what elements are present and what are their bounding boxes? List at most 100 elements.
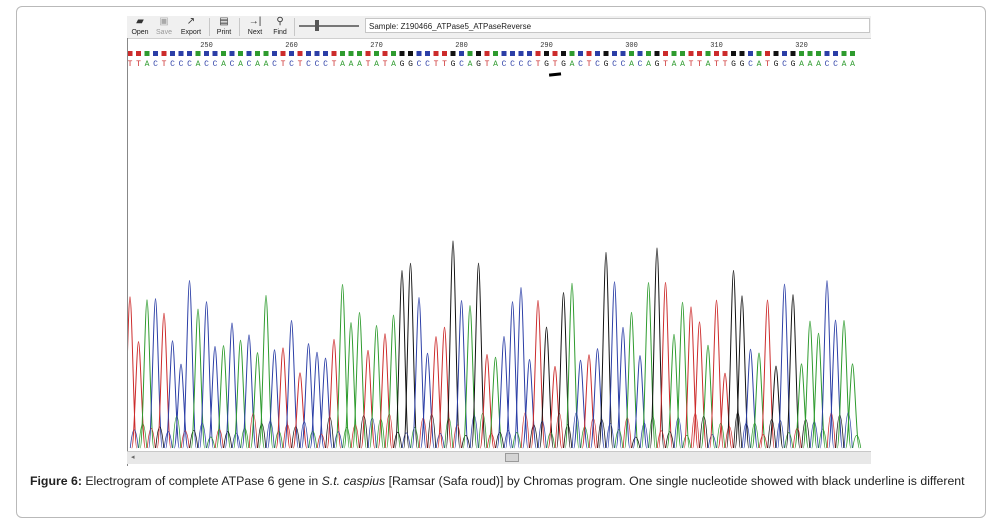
base-quality-mark [663,51,668,56]
save-label: Save [156,29,172,36]
trace-peak [811,332,826,449]
trace-minor-peak [240,427,250,449]
trace-peak [530,299,546,449]
trace-minor-peak [138,423,148,449]
base-quality-mark [765,51,770,56]
trace-left-border [127,38,128,466]
trace-minor-peak [231,432,241,449]
base-call: T [485,60,490,69]
trace-minor-peak [614,429,624,449]
trace-minor-peak [197,423,207,449]
base-quality-mark [671,51,677,56]
position-number: 300 [625,42,638,50]
base-call: C [825,60,830,69]
trace-peak [564,282,580,449]
trace-minor-peak [563,424,573,449]
base-quality-mark [705,51,711,56]
base-call: T [162,60,167,69]
base-call: A [799,60,804,69]
base-quality-mark [127,51,133,56]
trace-peak [326,338,342,449]
print-label: Print [216,29,232,36]
trace-minor-peak [597,419,607,449]
base-quality-mark [637,51,643,56]
scrollbar-thumb[interactable] [505,453,519,462]
base-call: A [570,60,575,69]
base-call: C [425,60,430,69]
zoom-slider-thumb[interactable] [315,20,319,31]
base-call: C [323,60,328,69]
trace-peak [717,372,733,449]
trace-minor-peak [342,427,352,449]
binoculars-icon: ⚲ [276,16,284,27]
next-button[interactable]: →| Next [244,16,266,38]
trace-minor-peak [639,422,649,449]
position-number: 270 [370,42,383,50]
trace-peak [471,262,486,449]
base-call: C [204,60,209,69]
base-call: T [128,60,133,69]
base-call: C [595,60,600,69]
base-quality-mark [552,51,558,56]
base-quality-mark [255,51,260,56]
trace-peak [649,247,665,449]
zoom-slider[interactable] [297,19,363,33]
base-quality-mark [544,51,549,56]
trace-minor-peak [308,430,318,449]
scroll-left-arrow-icon[interactable]: ◂ [131,454,135,461]
base-call: C [170,60,175,69]
trace-peak [428,336,444,449]
trace-minor-peak [648,416,658,449]
caption-species: S.t. caspius [321,474,386,488]
trace-peak [284,320,299,449]
base-quality-mark [518,51,524,56]
trace-peak [190,308,206,449]
base-quality-mark [501,51,507,56]
base-quality-mark [204,51,209,56]
base-call: A [357,60,362,69]
base-quality-mark [399,51,405,56]
base-quality-mark [331,51,337,56]
base-quality-mark [357,51,362,56]
floppy-disk-icon: ▣ [159,16,169,27]
base-call: C [272,60,277,69]
trace-minor-peak [180,430,190,449]
trace-peak [301,343,316,449]
trace-peak [590,348,605,449]
position-number: 250 [200,42,213,50]
base-quality-mark [646,51,651,56]
base-quality-mark [306,51,311,56]
trace-minor-peak [537,420,547,449]
base-call: C [230,60,235,69]
next-label: Next [247,29,263,36]
base-call: A [340,60,345,69]
base-call: A [680,60,685,69]
base-call: C [638,60,643,69]
trace-minor-peak [452,424,462,449]
export-button[interactable]: ↗ Export [177,16,205,38]
print-button[interactable]: ▤ Print [213,16,235,38]
base-quality-mark [799,51,804,56]
base-quality-mark [603,51,609,56]
base-call: A [816,60,821,69]
save-button[interactable]: ▣ Save [153,16,175,38]
trace-peak [224,322,240,449]
open-button[interactable]: ▰ Open [129,16,151,38]
trace-peak [615,326,631,449]
base-call: A [264,60,269,69]
base-quality-mark [246,51,252,56]
trace-minor-peak [257,423,267,449]
trace-peak [513,286,529,449]
base-quality-mark [348,51,354,56]
base-quality-mark [850,51,855,56]
base-quality-mark [620,51,626,56]
base-quality-mark [654,51,660,56]
base-quality-mark [323,51,328,56]
sample-name-field: Sample: Z190466_ATPase5_ATPaseReverse [365,18,870,33]
trace-minor-peak [214,428,224,449]
base-call: A [238,60,243,69]
base-call: T [553,60,558,69]
horizontal-scrollbar[interactable]: ◂ [127,451,871,464]
trace-peak [241,334,257,449]
find-button[interactable]: ⚲ Find [269,16,291,38]
